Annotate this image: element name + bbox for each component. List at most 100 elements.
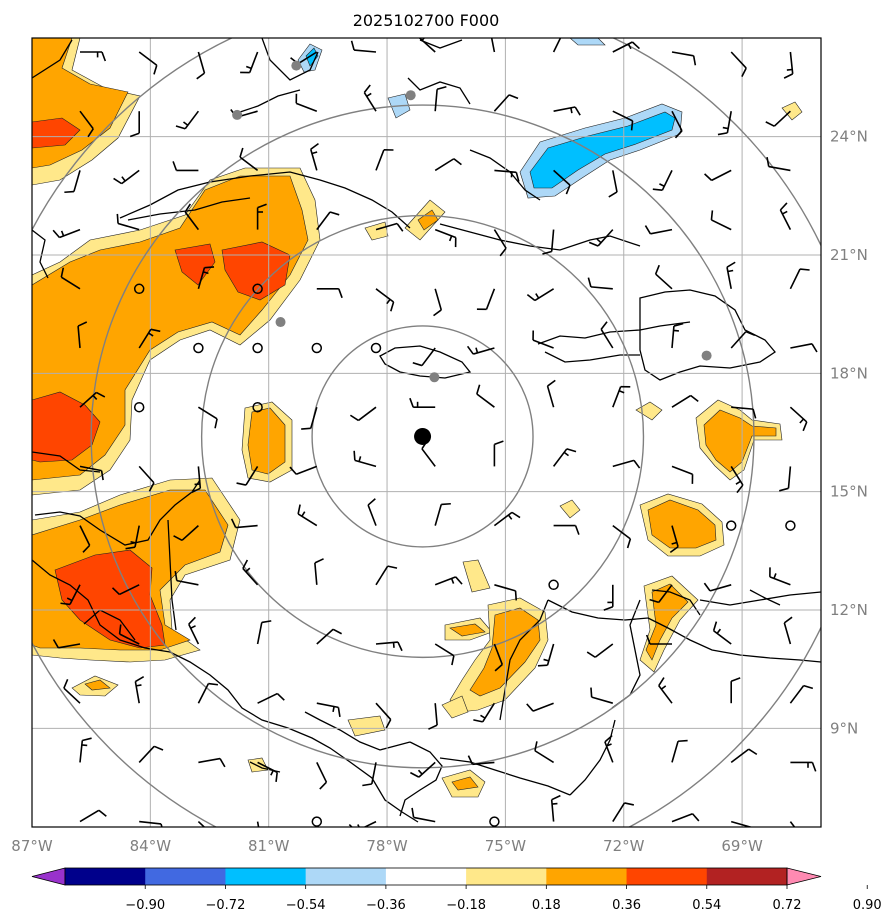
lon-tick-label: 87°W: [11, 837, 53, 855]
wind-barb: [790, 761, 817, 772]
wind-barb: [587, 277, 613, 290]
wind-barb: [297, 504, 318, 527]
wind-barb: [79, 809, 107, 823]
wind-barb: [526, 702, 554, 712]
wind-barb: [476, 288, 496, 311]
wind-barb: [546, 379, 556, 408]
wind-barb: [198, 757, 226, 768]
wind-barb: [490, 38, 496, 53]
wind-barb: [363, 84, 377, 112]
colorbar-tick-label: −0.54: [286, 898, 326, 913]
wind-barb: [730, 465, 744, 494]
wind-barb: [111, 584, 140, 596]
colorbar-tick-label: 0.90: [853, 898, 882, 913]
station-dot: [701, 350, 712, 361]
wind-barb: [409, 397, 436, 409]
colorbar-tick-label: 0.72: [773, 898, 802, 913]
lon-tick-label: 78°W: [366, 837, 408, 855]
colorbar-tick-label: 0.36: [612, 898, 641, 913]
wind-barb: [494, 169, 520, 182]
lon-tick-label: 84°W: [130, 837, 172, 855]
wind-barb: [256, 821, 260, 827]
wind-barb: [600, 321, 614, 349]
wind-barb: [671, 110, 683, 139]
wind-barb: [671, 322, 684, 349]
wind-barb: [173, 525, 199, 542]
plot-frame: [31, 37, 822, 828]
wind-barb: [493, 229, 507, 257]
wind-barb: [553, 169, 571, 195]
wind-barb: [730, 677, 741, 704]
wind-barb: [586, 643, 614, 658]
wind-barb: [434, 158, 462, 172]
wind-barb: [80, 51, 107, 62]
wind-barb: [612, 802, 635, 823]
calm-wind-circle: [252, 283, 263, 295]
wind-barb: [476, 384, 495, 408]
colorbar-segment: [626, 868, 708, 885]
station-dot: [429, 372, 440, 383]
graticule: [32, 38, 821, 827]
wind-barb: [349, 406, 377, 422]
wind-barb: [542, 229, 555, 255]
wind-barb: [118, 624, 140, 645]
lat-tick-label: 15°N: [830, 483, 868, 501]
wind-barb: [129, 111, 140, 138]
wind-barb: [671, 465, 694, 484]
station-dot: [405, 90, 416, 101]
wind-barb: [779, 202, 792, 230]
wind-barb: [79, 737, 92, 763]
calm-wind-circle: [252, 342, 263, 354]
wind-barb: [410, 761, 436, 778]
wind-barb: [79, 110, 94, 138]
wind-barb: [350, 40, 377, 53]
lon-tick-label: 81°W: [248, 837, 290, 855]
wind-barb: [433, 288, 443, 317]
wind-barb: [230, 518, 258, 529]
colorbar-extend-high: [786, 867, 822, 886]
wind-barb: [789, 684, 814, 704]
storm-center-marker: [414, 427, 432, 445]
wind-barb: [175, 110, 200, 130]
wind-barb: [553, 524, 580, 535]
wind-barb: [60, 267, 81, 290]
wind-barb: [671, 51, 697, 66]
wind-barb: [240, 51, 259, 74]
colorbar-segment: [385, 868, 467, 885]
wind-barb: [52, 639, 81, 649]
wind-barb: [375, 641, 403, 652]
calm-wind-circle: [252, 401, 263, 413]
range-rings: [32, 38, 821, 827]
wind-barb: [671, 394, 699, 408]
lat-tick-label: 9°N: [830, 719, 858, 737]
wind-barb: [603, 584, 614, 611]
wind-barb: [301, 406, 318, 430]
colorbar-tick-label: −0.90: [125, 898, 165, 913]
wind-barb: [466, 345, 495, 355]
wind-barb: [239, 147, 259, 172]
wind-barb: [769, 567, 791, 586]
wind-barb: [473, 702, 496, 723]
calm-wind-circle: [725, 520, 737, 531]
wind-barb: [174, 571, 199, 586]
wind-barb: [553, 106, 581, 116]
wind-barb: [125, 525, 140, 550]
wind-barb: [493, 643, 504, 672]
wind-barb: [79, 525, 91, 553]
wind-barb: [52, 228, 81, 239]
wind-barb: [717, 111, 732, 136]
wind-barb: [612, 385, 631, 408]
calm-wind-circle: [193, 342, 204, 354]
colorbar-tick-label: 0.18: [532, 898, 561, 913]
lon-tick-label: 69°W: [721, 837, 763, 855]
wind-barb: [789, 268, 810, 290]
wind-barb: [362, 762, 377, 787]
wind-barb: [534, 741, 555, 764]
wind-barb: [652, 170, 673, 191]
colorbar-tick-label: −0.18: [446, 898, 486, 913]
calm-wind-circle: [370, 342, 382, 354]
wind-barb: [783, 616, 793, 645]
colorbar: −0.90 −0.72 −0.54 −0.36 −0.18 0.18 0.36 0.54 0.7…: [31, 867, 882, 913]
wind-barb: [493, 440, 504, 467]
wind-barb: [434, 502, 451, 526]
